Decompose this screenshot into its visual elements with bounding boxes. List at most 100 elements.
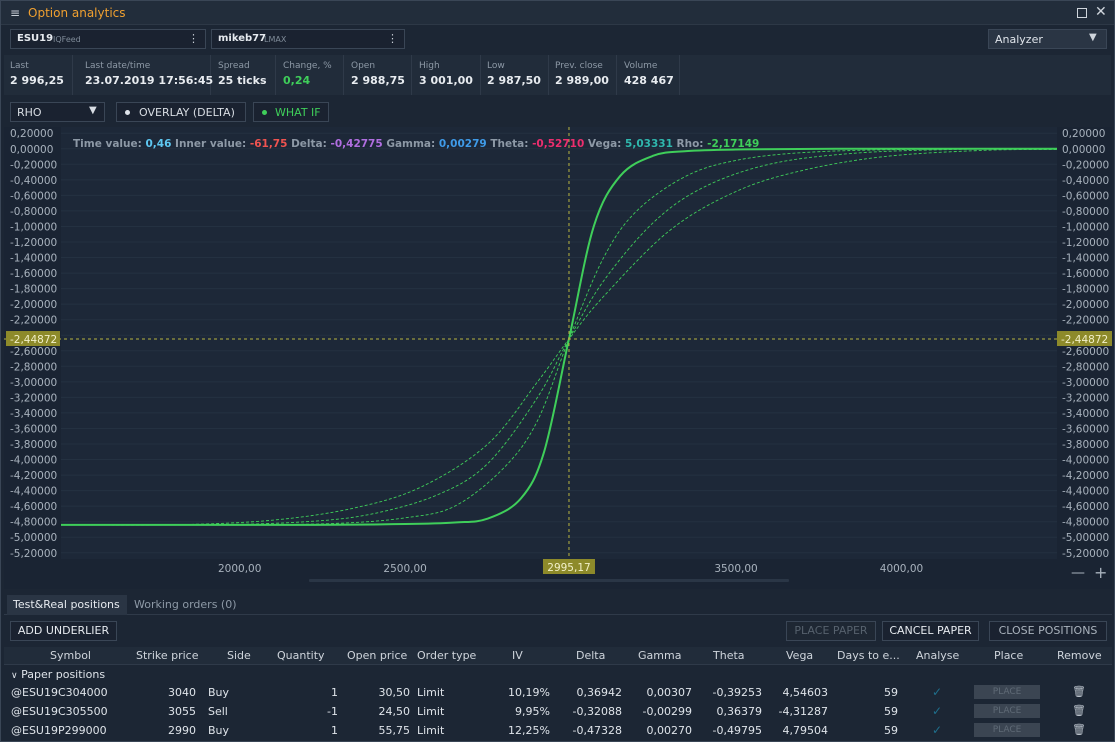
paper-positions-group[interactable]: ∨ Paper positions [11,668,105,681]
crosshair-y-label-right: -2,44872 [1061,334,1108,346]
y-tick-label-right: -5,20000 [1062,548,1109,560]
col-open-price[interactable]: Open price [347,649,408,662]
place-row-button[interactable]: PLACE [974,723,1040,737]
cell-side: Buy [208,724,230,737]
col-remove[interactable]: Remove [1057,649,1102,662]
instrument-selector[interactable]: ESU19 IQFeed ⋮ [10,29,206,49]
cell-type: Limit [417,724,445,737]
y-tick-label-left: 0,00000 [10,144,53,156]
chevron-down-icon: ∨ [11,671,18,681]
info-value: 0,00279 [439,138,487,150]
plot-area [61,127,1057,559]
cancel-paper-button[interactable]: CANCEL PAPER [882,621,979,641]
trash-icon[interactable]: 🗑 [1072,704,1086,717]
table-row[interactable]: @ESU19P299000 2990 Buy 1 55,75 Limit 12,25% -0,… [4,721,1112,740]
col-delta[interactable]: Delta [576,649,606,662]
place-paper-button[interactable]: PLACE PAPER [786,621,876,641]
what-if-label: WHAT IF [275,106,321,119]
y-tick-label-right: -4,20000 [1062,470,1109,482]
crosshair-y-label-left: -2,44872 [10,334,57,346]
quote-high: High 3 001,00 [413,55,481,95]
crosshair-x-badge [542,559,595,574]
col-quantity[interactable]: Quantity [277,649,325,662]
y-tick-label-right: -1,60000 [1062,268,1109,280]
col-place[interactable]: Place [994,649,1024,662]
quote-value: 2 989,00 [555,74,609,87]
y-tick-label-left: -2,80000 [10,361,57,373]
place-row-button[interactable]: PLACE [974,704,1040,718]
greek-dropdown[interactable]: RHO ▼ [10,102,105,122]
add-underlier-button[interactable]: ADD UNDERLIER [10,621,117,641]
cell-open: 55,75 [378,724,411,737]
analyse-checkbox-icon[interactable]: ✓ [932,723,943,737]
y-tick-label-left: -5,20000 [10,548,57,560]
y-tick-label-left: -4,00000 [10,455,57,467]
quote-label: Volume [624,61,658,71]
place-row-button[interactable]: PLACE [974,685,1040,699]
col-strike[interactable]: Strike price [136,649,199,662]
instrument-more-icon[interactable]: ⋮ [188,32,199,45]
tab-test-real-positions[interactable]: Test&Real positions [7,595,127,615]
account-selector[interactable]: mikeb77 LMAX ⋮ [211,29,405,49]
col-days-to-expiry[interactable]: Days to e... [837,649,900,662]
chart-info-bar: Time value: 0,46 Inner value: -61,75 Del… [73,138,759,150]
info-value: 0,46 [145,138,171,150]
account-more-icon[interactable]: ⋮ [387,32,398,45]
col-vega[interactable]: Vega [786,649,814,662]
what-if-button[interactable]: WHAT IF [253,102,329,122]
y-tick-label-right: -2,60000 [1062,346,1109,358]
cell-iv: 9,95% [515,705,550,718]
quote-label: Last date/time [85,61,151,71]
col-analyse[interactable]: Analyse [916,649,960,662]
trash-icon[interactable]: 🗑 [1072,723,1086,736]
y-tick-label-left: 0,20000 [10,128,53,140]
close-positions-button[interactable]: CLOSE POSITIONS [989,621,1107,641]
cell-days: 59 [884,724,898,737]
y-tick-label-left: -4,20000 [10,470,57,482]
series-line-dashed [60,148,1058,526]
overlay-label: OVERLAY (DELTA) [139,106,235,119]
overlay-delta-button[interactable]: OVERLAY (DELTA) [116,102,246,122]
quote-value: 2 988,75 [351,74,405,87]
window-close-icon[interactable]: ✕ [1095,4,1107,20]
col-order-type[interactable]: Order type [417,649,477,662]
y-tick-label-right: -1,80000 [1062,284,1109,296]
cell-symbol: @ESU19P299000 [11,724,107,737]
info-value: -0,42775 [330,138,382,150]
y-tick-label-left: -3,20000 [10,392,57,404]
col-symbol[interactable]: Symbol [50,649,91,662]
y-tick-label-right: -1,20000 [1062,237,1109,249]
tab-working-orders[interactable]: Working orders (0) [128,595,238,615]
cell-theta: -0,49795 [712,724,762,737]
y-tick-label-left: -4,60000 [10,501,57,513]
zoom-in-icon[interactable]: + [1094,563,1107,582]
y-tick-label-right: -3,40000 [1062,408,1109,420]
y-tick-label-left: -1,00000 [10,221,57,233]
cell-iv: 10,19% [508,686,550,699]
col-gamma[interactable]: Gamma [638,649,682,662]
y-tick-label-right: -2,00000 [1062,299,1109,311]
cell-qty: -1 [327,705,338,718]
analyse-checkbox-icon[interactable]: ✓ [932,704,943,718]
zoom-out-icon[interactable]: — [1071,565,1085,581]
y-tick-label-right: -3,80000 [1062,439,1109,451]
y-tick-label-left: -2,20000 [10,315,57,327]
trash-icon[interactable]: 🗑 [1072,685,1086,698]
rho-chart[interactable]: 0,20000 0,20000 0,00000 0,00000 -0,20000 -0,2… [4,127,1112,589]
window-maximize-icon[interactable] [1077,8,1087,18]
info-label: Delta: [287,138,330,150]
chart-svg[interactable]: 0,20000 0,20000 0,00000 0,00000 -0,20000 -0,2… [4,127,1112,589]
analyzer-dropdown[interactable]: Analyzer ▼ [988,29,1107,49]
crosshair-x-label: 2995,17 [547,562,590,574]
y-tick-label-left: -4,80000 [10,517,57,529]
col-side[interactable]: Side [227,649,251,662]
hamburger-menu-icon[interactable]: ≡ [10,6,21,20]
col-theta[interactable]: Theta [713,649,745,662]
analyse-checkbox-icon[interactable]: ✓ [932,685,943,699]
table-row[interactable]: @ESU19C304000 3040 Buy 1 30,50 Limit 10,19% 0,3… [4,683,1112,702]
quote-value: 2 996,25 [10,74,64,87]
cell-gamma: 0,00307 [646,686,693,699]
col-iv[interactable]: IV [512,649,523,662]
table-row[interactable]: @ESU19C305500 3055 Sell -1 24,50 Limit 9,95% -0… [4,702,1112,721]
